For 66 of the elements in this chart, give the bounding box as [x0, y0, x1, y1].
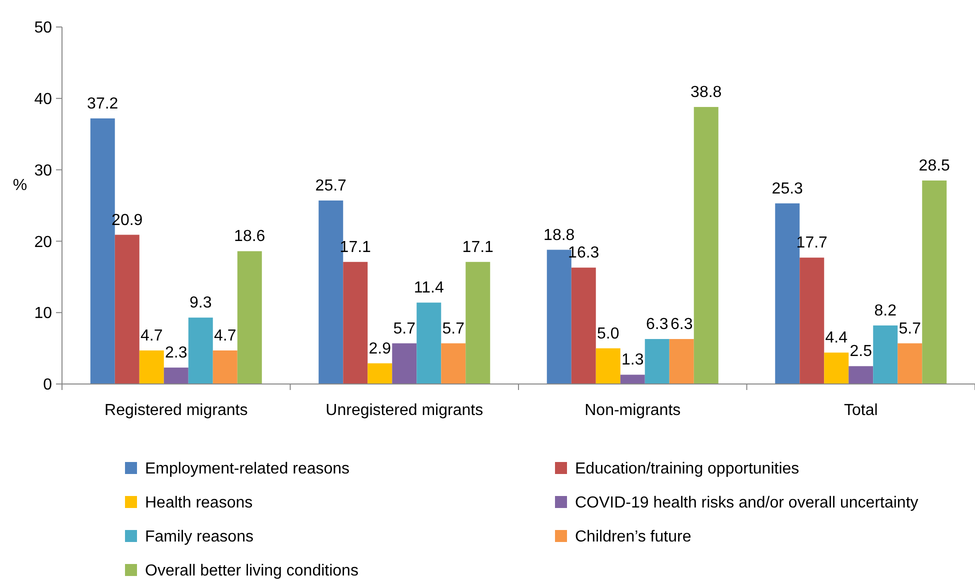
text: 2.9: [368, 340, 391, 358]
bar: [571, 268, 596, 384]
text: 9.3: [190, 294, 212, 312]
legend-label: Education/training opportunities: [575, 460, 800, 478]
bar: [416, 302, 442, 384]
text: 38.8: [690, 84, 722, 101]
y-axis-title: %: [12, 177, 28, 194]
text: 1.3: [622, 352, 644, 369]
bar: [694, 106, 718, 384]
text: 28.5: [918, 158, 950, 175]
legend-label: Family reasons: [145, 528, 254, 546]
bar: [139, 350, 164, 384]
bar: [922, 180, 947, 384]
text: 5.0: [597, 325, 620, 342]
text: 18.6: [234, 228, 266, 246]
bar: [824, 352, 849, 384]
bar: [596, 348, 620, 384]
y-tick-label: 0: [43, 376, 52, 394]
y-tick-label: 30: [34, 162, 52, 180]
y-tick-label: 50: [34, 20, 52, 37]
y-tick-label: 40: [34, 91, 52, 108]
text: 2.5: [850, 343, 872, 360]
legend-label: Health reasons: [145, 494, 253, 512]
bar: [368, 363, 392, 384]
legend-label: Children’s future: [575, 528, 692, 546]
x-tick-label: Registered migrants: [104, 402, 248, 419]
text: 5.7: [442, 320, 464, 338]
text: 25.7: [315, 178, 346, 194]
y-tick-label: 20: [34, 234, 52, 251]
y-tick-label: 10: [34, 305, 52, 322]
text: 6.3: [646, 316, 668, 334]
x-tick-label: Total: [844, 402, 878, 419]
bar: [343, 262, 368, 384]
bar: [873, 325, 898, 384]
text: 4.4: [825, 330, 848, 347]
bar: [800, 258, 824, 384]
bar: [392, 343, 417, 384]
bar: [114, 234, 140, 384]
bar: [620, 374, 645, 384]
legend-label: Overall better living conditions: [145, 562, 358, 580]
text: 4.7: [140, 327, 163, 344]
text: 5.7: [393, 320, 416, 338]
bar: [212, 350, 238, 384]
legend-label: Employment-related reasons: [145, 460, 350, 478]
bar: [644, 339, 670, 384]
text: 17.1: [462, 238, 494, 256]
legend-label: COVID-19 health risks and/or overall uncertainty: [575, 494, 918, 512]
text: 4.7: [214, 327, 236, 344]
text: 2.3: [165, 344, 188, 362]
text: 37.2: [87, 95, 118, 112]
text: 25.3: [772, 180, 803, 198]
bar: [848, 366, 874, 384]
bar: [669, 339, 694, 384]
text: 8.2: [874, 302, 896, 320]
text: 18.8: [544, 226, 575, 244]
bar: [441, 343, 466, 384]
bar: [466, 262, 490, 384]
text: 5.7: [898, 320, 921, 338]
bar: [188, 318, 213, 384]
bar: [237, 251, 262, 384]
bar: [164, 368, 188, 384]
text: 6.3: [670, 316, 693, 334]
x-tick-label: Non-migrants: [584, 402, 681, 419]
x-tick-label: Unregistered migrants: [326, 402, 484, 419]
bar: [898, 343, 922, 384]
text: 11.4: [414, 280, 444, 297]
